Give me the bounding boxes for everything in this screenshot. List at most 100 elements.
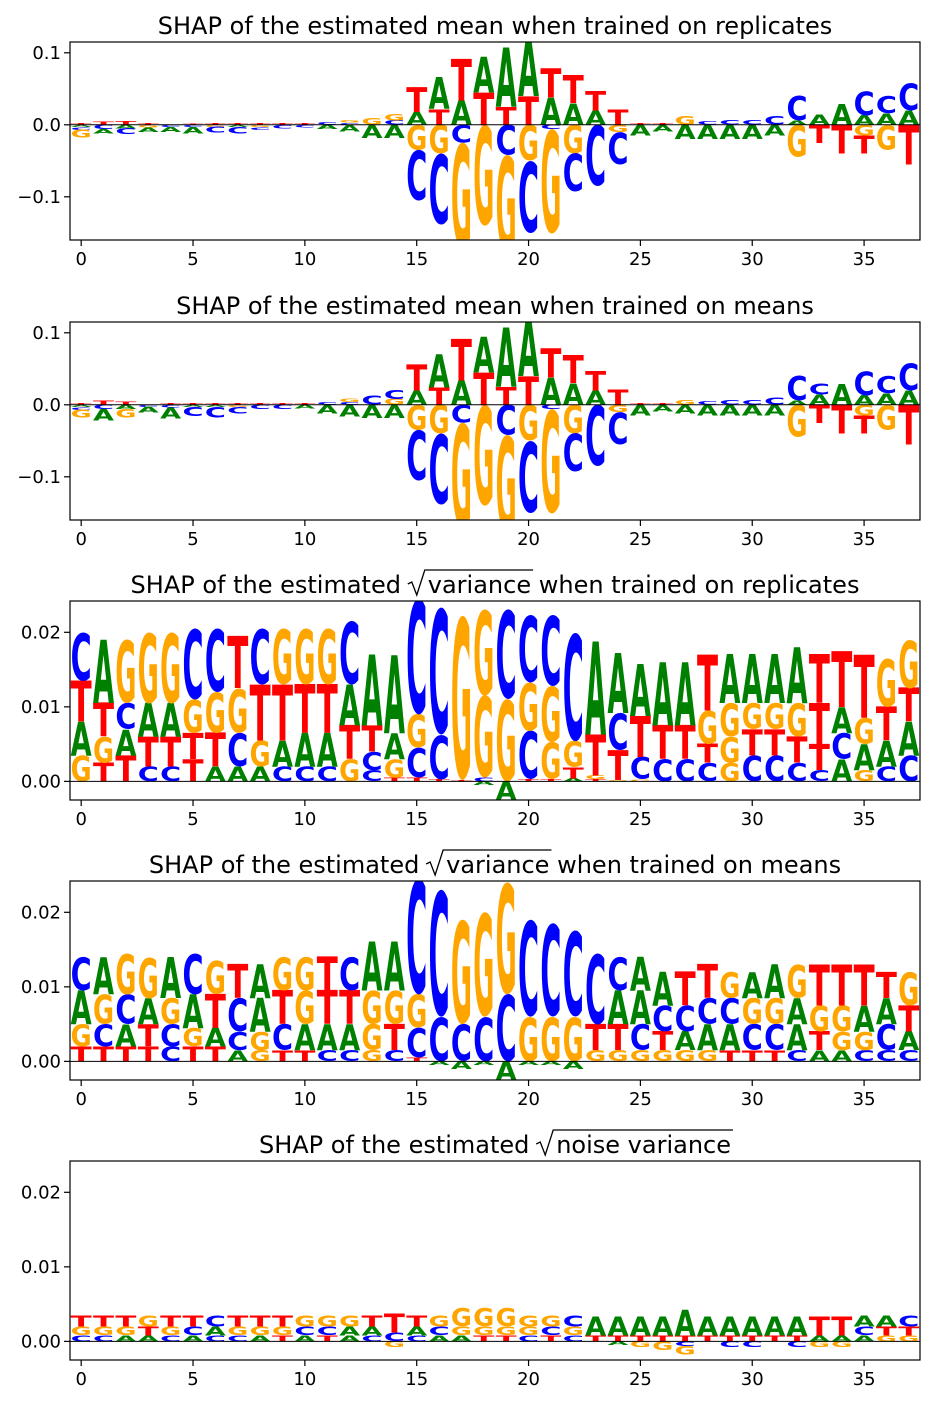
x-tick-label: 10 — [293, 529, 316, 550]
logo-letter-T: T — [809, 400, 830, 429]
logo-letter-A: A — [339, 1324, 361, 1339]
logo-letter-G: G — [496, 1324, 517, 1338]
logo-letter-T: T — [585, 85, 606, 116]
logo-letter-T: T — [294, 673, 315, 750]
logo-letter-A: A — [183, 985, 205, 1039]
logo-letter-A: A — [831, 98, 852, 132]
logo-letter-A: A — [115, 404, 137, 411]
logo-letter-A: A — [384, 402, 405, 422]
logo-letter-T: T — [429, 105, 451, 130]
logo-position-25: AT — [630, 122, 651, 139]
logo-letter-T: T — [742, 1047, 764, 1065]
logo-letter-C: C — [719, 993, 740, 1032]
x-tick-label: 0 — [75, 1089, 86, 1110]
logo-letter-G: G — [496, 411, 517, 561]
logo-letter-A: A — [854, 1313, 875, 1330]
logo-letter-C: C — [272, 124, 293, 130]
logo-letter-C: C — [608, 948, 629, 1000]
logo-letter-G: G — [250, 1027, 271, 1055]
x-tick-label: 35 — [853, 809, 876, 830]
logo-position-18: GTA — [473, 48, 494, 240]
logo-letter-T: T — [406, 1057, 427, 1063]
logo-letter-C: C — [183, 613, 204, 721]
logo-letter-T: T — [294, 122, 315, 125]
logo-letter-A: A — [205, 1324, 227, 1339]
logo-letter-G: G — [183, 691, 204, 744]
logo-letter-T: T — [429, 383, 450, 411]
logo-letter-G: G — [361, 117, 382, 127]
logo-letter-T: T — [809, 120, 830, 149]
logo-letter-A: A — [406, 387, 428, 410]
logo-letter-A: A — [652, 403, 674, 414]
logo-letter-G: G — [831, 1340, 852, 1349]
logo-letter-A: A — [473, 780, 495, 786]
logo-letter-A: A — [183, 404, 204, 408]
logo-position-33: GAT — [809, 1312, 831, 1349]
logo-letter-T: T — [384, 1017, 405, 1059]
x-tick-label: 0 — [75, 1369, 86, 1390]
logo-letter-T: T — [675, 718, 696, 771]
logo-letter-C: C — [563, 911, 584, 1043]
logo-letter-A: A — [540, 1060, 562, 1066]
logo-letter-T: T — [115, 401, 136, 405]
x-tick-label: 5 — [187, 809, 198, 830]
logo-letter-G: G — [876, 647, 897, 722]
logo-position-19: ACG — [496, 881, 518, 1080]
logo-letter-A: A — [138, 405, 160, 414]
logo-letter-A: A — [227, 763, 248, 787]
logo-letter-C: C — [205, 1313, 226, 1330]
logo-letter-C: C — [71, 620, 92, 695]
logo-letters: GATCTGTATACGCTAGCTAGTTGCATGCACGTAGTCCATG… — [71, 589, 920, 800]
logo-position-32: CTA — [786, 1313, 808, 1349]
logo-letter-G: G — [317, 1313, 338, 1330]
logo-letter-T: T — [227, 122, 248, 125]
logo-letter-C: C — [854, 366, 875, 403]
logo-letter-T: T — [697, 739, 719, 769]
logo-letter-T: T — [742, 722, 763, 764]
logo-letter-T: T — [854, 131, 875, 160]
logo-letter-C: C — [339, 606, 360, 704]
logo-letter-A: A — [831, 378, 852, 412]
logo-position-14: ACG — [384, 112, 405, 142]
logo-letter-A: A — [384, 634, 405, 759]
logo-position-26: AT — [652, 402, 674, 413]
logo-letter-A: A — [451, 1334, 473, 1344]
logo-letter-A: A — [317, 403, 339, 417]
logo-letter-A: A — [496, 313, 517, 407]
logo-letter-G: G — [160, 993, 181, 1033]
logo-letter-T: T — [71, 1312, 93, 1330]
logo-position-29: CTA — [719, 1313, 741, 1349]
logo-letter-A: A — [451, 375, 472, 413]
logo-position-3: GAT — [138, 122, 160, 133]
title-prefix: SHAP of the estimated — [259, 1131, 537, 1159]
logo-letter-A: A — [71, 404, 92, 408]
logo-letter-G: G — [518, 1324, 539, 1338]
logo-letter-G: G — [563, 1324, 584, 1338]
logo-letter-C: C — [496, 589, 517, 726]
logo-letter-G: G — [473, 1304, 494, 1332]
logo-letter-G: G — [294, 1313, 315, 1330]
logo-position-26: GTA — [652, 1313, 674, 1353]
logo-position-3: CA — [138, 404, 160, 414]
logo-letter-A: A — [809, 113, 830, 129]
logo-letter-T: T — [272, 1312, 294, 1330]
logo-letter-A: A — [138, 694, 160, 748]
logo-letter-G: G — [630, 1340, 651, 1349]
logo-letter-A: A — [272, 735, 293, 776]
